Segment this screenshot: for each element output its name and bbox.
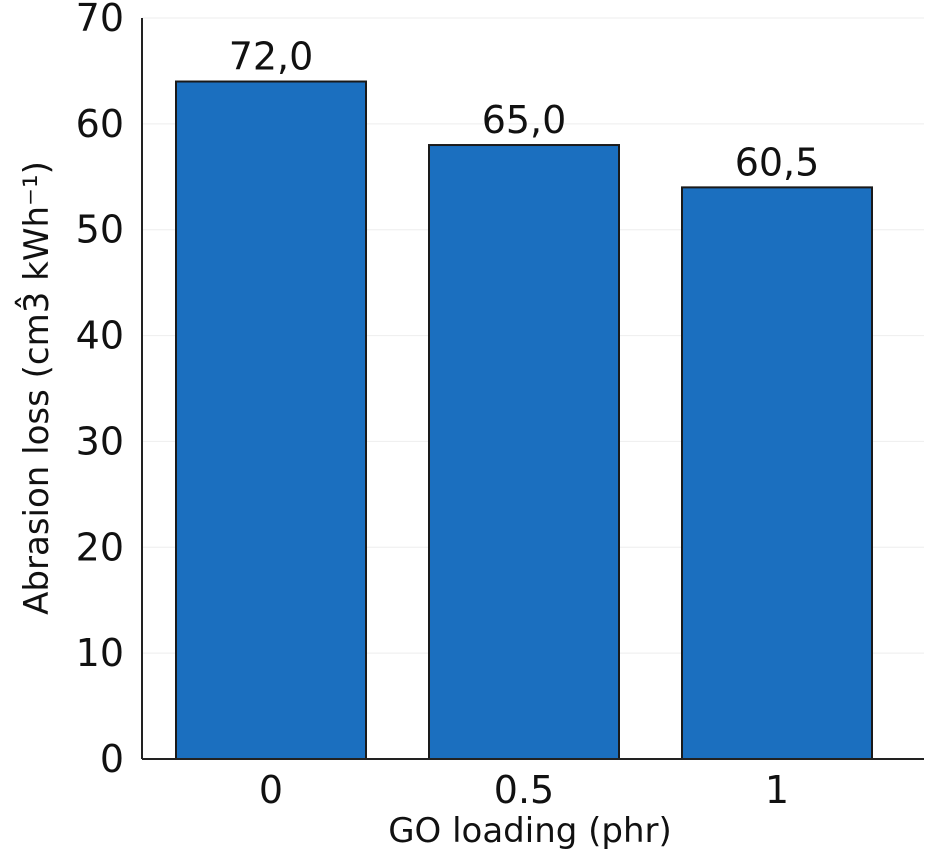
y-axis-title: Abrasion loss (cm3̂ kWh⁻¹) <box>15 161 57 615</box>
x-tick-label: 1 <box>765 768 789 812</box>
y-tick-label: 60 <box>76 102 124 146</box>
bar <box>681 186 873 761</box>
data-labels: 72,0 65,0 60,5 <box>229 35 820 185</box>
y-tick-label: 50 <box>76 208 124 252</box>
y-tick-label: 0 <box>100 737 124 781</box>
x-axis-title: GO loading (phr) <box>388 811 672 851</box>
y-tick-label: 70 <box>76 0 124 40</box>
bar-value-label: 60,5 <box>735 140 820 184</box>
y-axis-ticks: 0 10 20 30 40 50 60 70 <box>76 0 124 781</box>
y-tick-label: 20 <box>76 525 124 569</box>
bars <box>175 80 873 761</box>
y-tick-label: 30 <box>76 419 124 463</box>
y-tick-label: 10 <box>76 631 124 675</box>
x-axis-ticks: 0 0.5 1 <box>259 768 789 812</box>
bar-value-label: 65,0 <box>482 98 567 142</box>
bar-value-label: 72,0 <box>229 35 314 79</box>
x-tick-label: 0 <box>259 768 283 812</box>
bar <box>175 80 367 760</box>
bar <box>428 144 620 760</box>
y-tick-label: 40 <box>76 314 124 358</box>
x-tick-label: 0.5 <box>494 768 554 812</box>
